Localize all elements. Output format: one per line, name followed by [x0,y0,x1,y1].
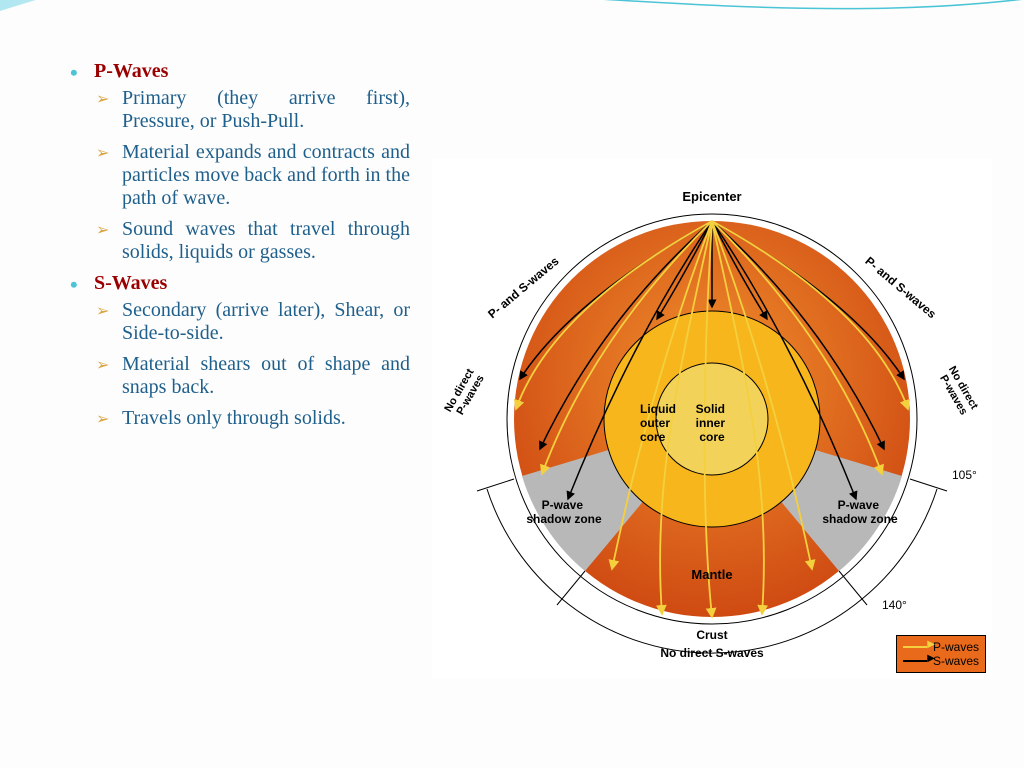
label-inner-core: Solid inner core [696,402,729,444]
label-140: 140° [882,598,907,612]
earth-waves-diagram: Liquid outer core Solid inner core P-wav… [432,159,992,679]
heading-pwaves: P-Waves [94,60,168,82]
label-epicenter: Epicenter [682,189,741,204]
legend: P-waves S-waves [896,635,986,673]
legend-s-arrow [903,660,927,662]
pwaves-item: Material expands and contracts and parti… [94,141,410,210]
swaves-item: Material shears out of shape and snaps b… [94,353,410,399]
label-mantle: Mantle [691,567,732,582]
swaves-item: Travels only through solids. [94,407,410,430]
label-no-p-right: No direct P-waves [936,364,982,420]
label-crust: Crust [696,628,727,642]
text-panel: P-Waves Primary (they arrive first), Pre… [70,60,430,738]
legend-p-arrow [903,646,927,648]
section-pwaves: P-Waves Primary (they arrive first), Pre… [70,60,410,264]
label-105: 105° [952,468,977,482]
label-no-s: No direct S-waves [660,646,764,660]
legend-s-label: S-waves [933,654,979,668]
section-swaves: S-Waves Secondary (arrive later), Shear,… [70,272,410,430]
pwaves-item: Sound waves that travel through solids, … [94,218,410,264]
legend-p-label: P-waves [933,640,979,654]
heading-swaves: S-Waves [94,272,167,294]
label-no-p-left: No direct P-waves [442,364,488,420]
pwaves-item: Primary (they arrive first), Pressure, o… [94,87,410,133]
swaves-item: Secondary (arrive later), Shear, or Side… [94,299,410,345]
